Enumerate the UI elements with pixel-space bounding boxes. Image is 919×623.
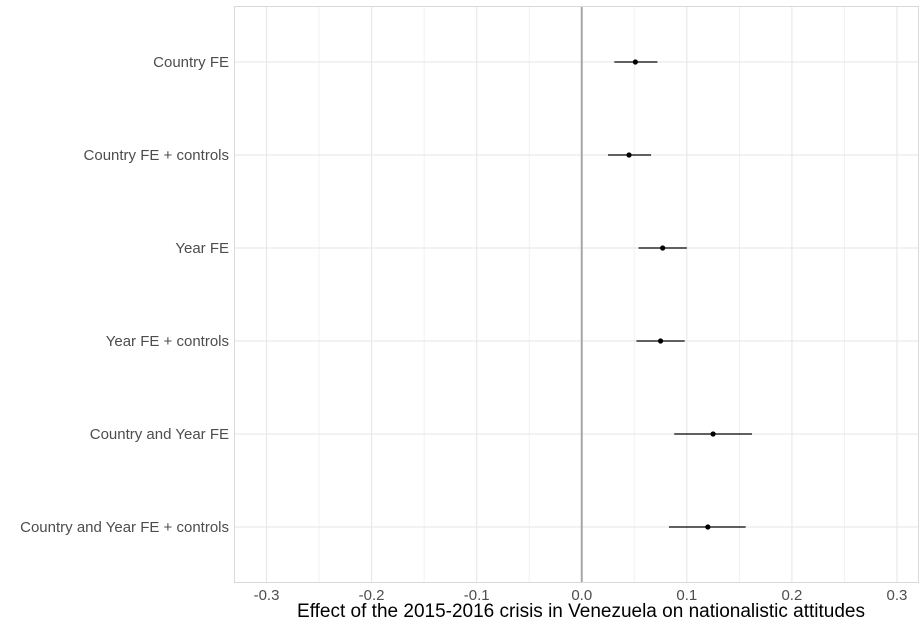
x-tick-label: -0.3 [254, 587, 280, 604]
point-estimates [626, 59, 716, 530]
x-axis-title: Effect of the 2015-2016 crisis in Venezu… [297, 601, 865, 622]
model-label: Country FE [153, 54, 229, 71]
point-estimate [660, 245, 666, 251]
point-estimate [657, 338, 664, 344]
model-label: Country and Year FE [90, 426, 229, 443]
x-tick-label: 0.2 [781, 587, 802, 604]
point-estimate [632, 59, 638, 65]
x-tick-label: 0.0 [571, 587, 592, 604]
model-label: Country and Year FE + controls [20, 519, 229, 536]
plot-panel-border [234, 6, 919, 583]
model-label: Year FE + controls [106, 333, 229, 350]
x-tick-label: -0.2 [359, 587, 385, 604]
point-estimate [626, 152, 632, 158]
point-estimate [710, 431, 716, 437]
model-labels: Country FE Country FE + controls Year FE Ye… [20, 54, 229, 536]
x-tick-label: 0.3 [887, 587, 908, 604]
major-gridlines [235, 7, 918, 582]
minor-gridlines [318, 7, 845, 582]
model-label: Country FE + controls [84, 147, 229, 164]
x-tick-label: 0.1 [676, 587, 697, 604]
confidence-intervals [608, 61, 752, 528]
x-axis-tick-labels: -0.3 -0.2 -0.1 0.0 0.1 0.2 0.3 [254, 587, 908, 604]
point-estimate [705, 524, 711, 530]
x-tick-label: -0.1 [464, 587, 490, 604]
model-label: Year FE [175, 240, 229, 257]
